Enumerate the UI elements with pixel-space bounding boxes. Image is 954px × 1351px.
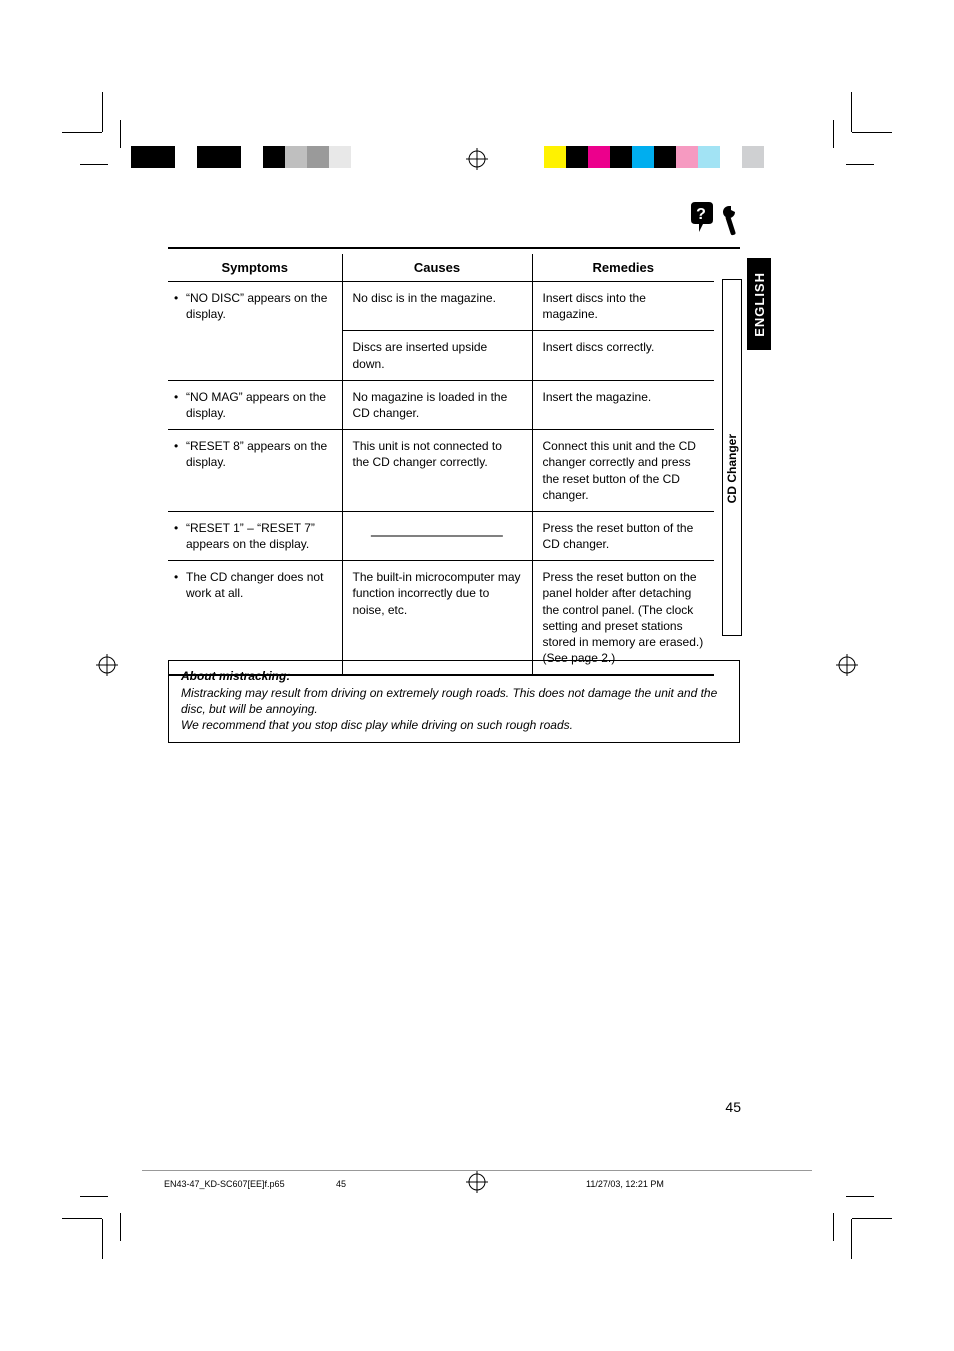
table-row: •“RESET 1” – “RESET 7” appears on the di…	[168, 511, 714, 560]
troubleshoot-icon: ?	[687, 202, 741, 238]
registration-target-top	[466, 148, 488, 170]
note-line1: Mistracking may result from driving on e…	[181, 686, 717, 716]
cause-text: This unit is not connected to the CD cha…	[342, 430, 532, 512]
table-header-row: Symptoms Causes Remedies	[168, 254, 714, 282]
cause-hr	[342, 511, 532, 560]
registration-target-left	[96, 654, 118, 676]
header-symptoms: Symptoms	[168, 254, 342, 282]
troubleshooting-table: Symptoms Causes Remedies •“NO DISC” appe…	[168, 254, 714, 676]
table-row: •“RESET 8” appears on the display. This …	[168, 430, 714, 512]
table-row: •The CD changer does not work at all. Th…	[168, 561, 714, 676]
note-box: About mistracking: Mistracking may resul…	[168, 660, 740, 743]
symptom-text: “NO DISC” appears on the display.	[186, 290, 332, 322]
remedy-text: Insert the magazine.	[532, 380, 714, 429]
remedy-text: Insert discs into the magazine.	[532, 282, 714, 331]
registration-target-right	[836, 654, 858, 676]
language-tab: ENGLISH	[747, 258, 771, 350]
colorbar-left	[131, 146, 395, 168]
language-tab-label: ENGLISH	[752, 272, 767, 337]
section-tab: CD Changer	[722, 414, 742, 524]
top-rule	[168, 247, 740, 249]
section-box-top	[722, 279, 742, 280]
symptom-text: “RESET 8” appears on the display.	[186, 438, 332, 470]
footer-file: EN43-47_KD-SC607[EE]f.p65	[164, 1179, 285, 1189]
header-causes: Causes	[342, 254, 532, 282]
remedy-text: Connect this unit and the CD changer cor…	[532, 430, 714, 512]
table-row: •“NO MAG” appears on the display. No mag…	[168, 380, 714, 429]
section-box-bot	[722, 635, 742, 636]
cause-text: Discs are inserted upside down.	[342, 331, 532, 380]
header-remedies: Remedies	[532, 254, 714, 282]
note-title: About mistracking:	[181, 669, 727, 683]
remedy-text: Insert discs correctly.	[532, 331, 714, 380]
note-line2: We recommend that you stop disc play whi…	[181, 718, 573, 732]
remedy-text: Press the reset button on the panel hold…	[532, 561, 714, 676]
symptom-text: “RESET 1” – “RESET 7” appears on the dis…	[186, 520, 332, 552]
page-number: 45	[725, 1099, 741, 1115]
cause-text: No disc is in the magazine.	[342, 282, 532, 331]
table-row: •“NO DISC” appears on the display. No di…	[168, 282, 714, 331]
svg-text:?: ?	[696, 206, 706, 223]
footer-timestamp: 11/27/03, 12:21 PM	[586, 1179, 664, 1189]
section-tab-label: CD Changer	[725, 434, 739, 503]
symptom-text: The CD changer does not work at all.	[186, 569, 332, 601]
remedy-text: Press the reset button of the CD changer…	[532, 511, 714, 560]
colorbar-right	[522, 146, 786, 168]
symptom-text: “NO MAG” appears on the display.	[186, 389, 332, 421]
cause-text: The built-in microcomputer may function …	[342, 561, 532, 676]
cause-text: No magazine is loaded in the CD changer.	[342, 380, 532, 429]
footer-page: 45	[336, 1179, 346, 1189]
page-root: ? ENGLISH CD Changer Symptoms Causes Rem…	[0, 0, 954, 1351]
registration-target-footer	[466, 1171, 488, 1193]
